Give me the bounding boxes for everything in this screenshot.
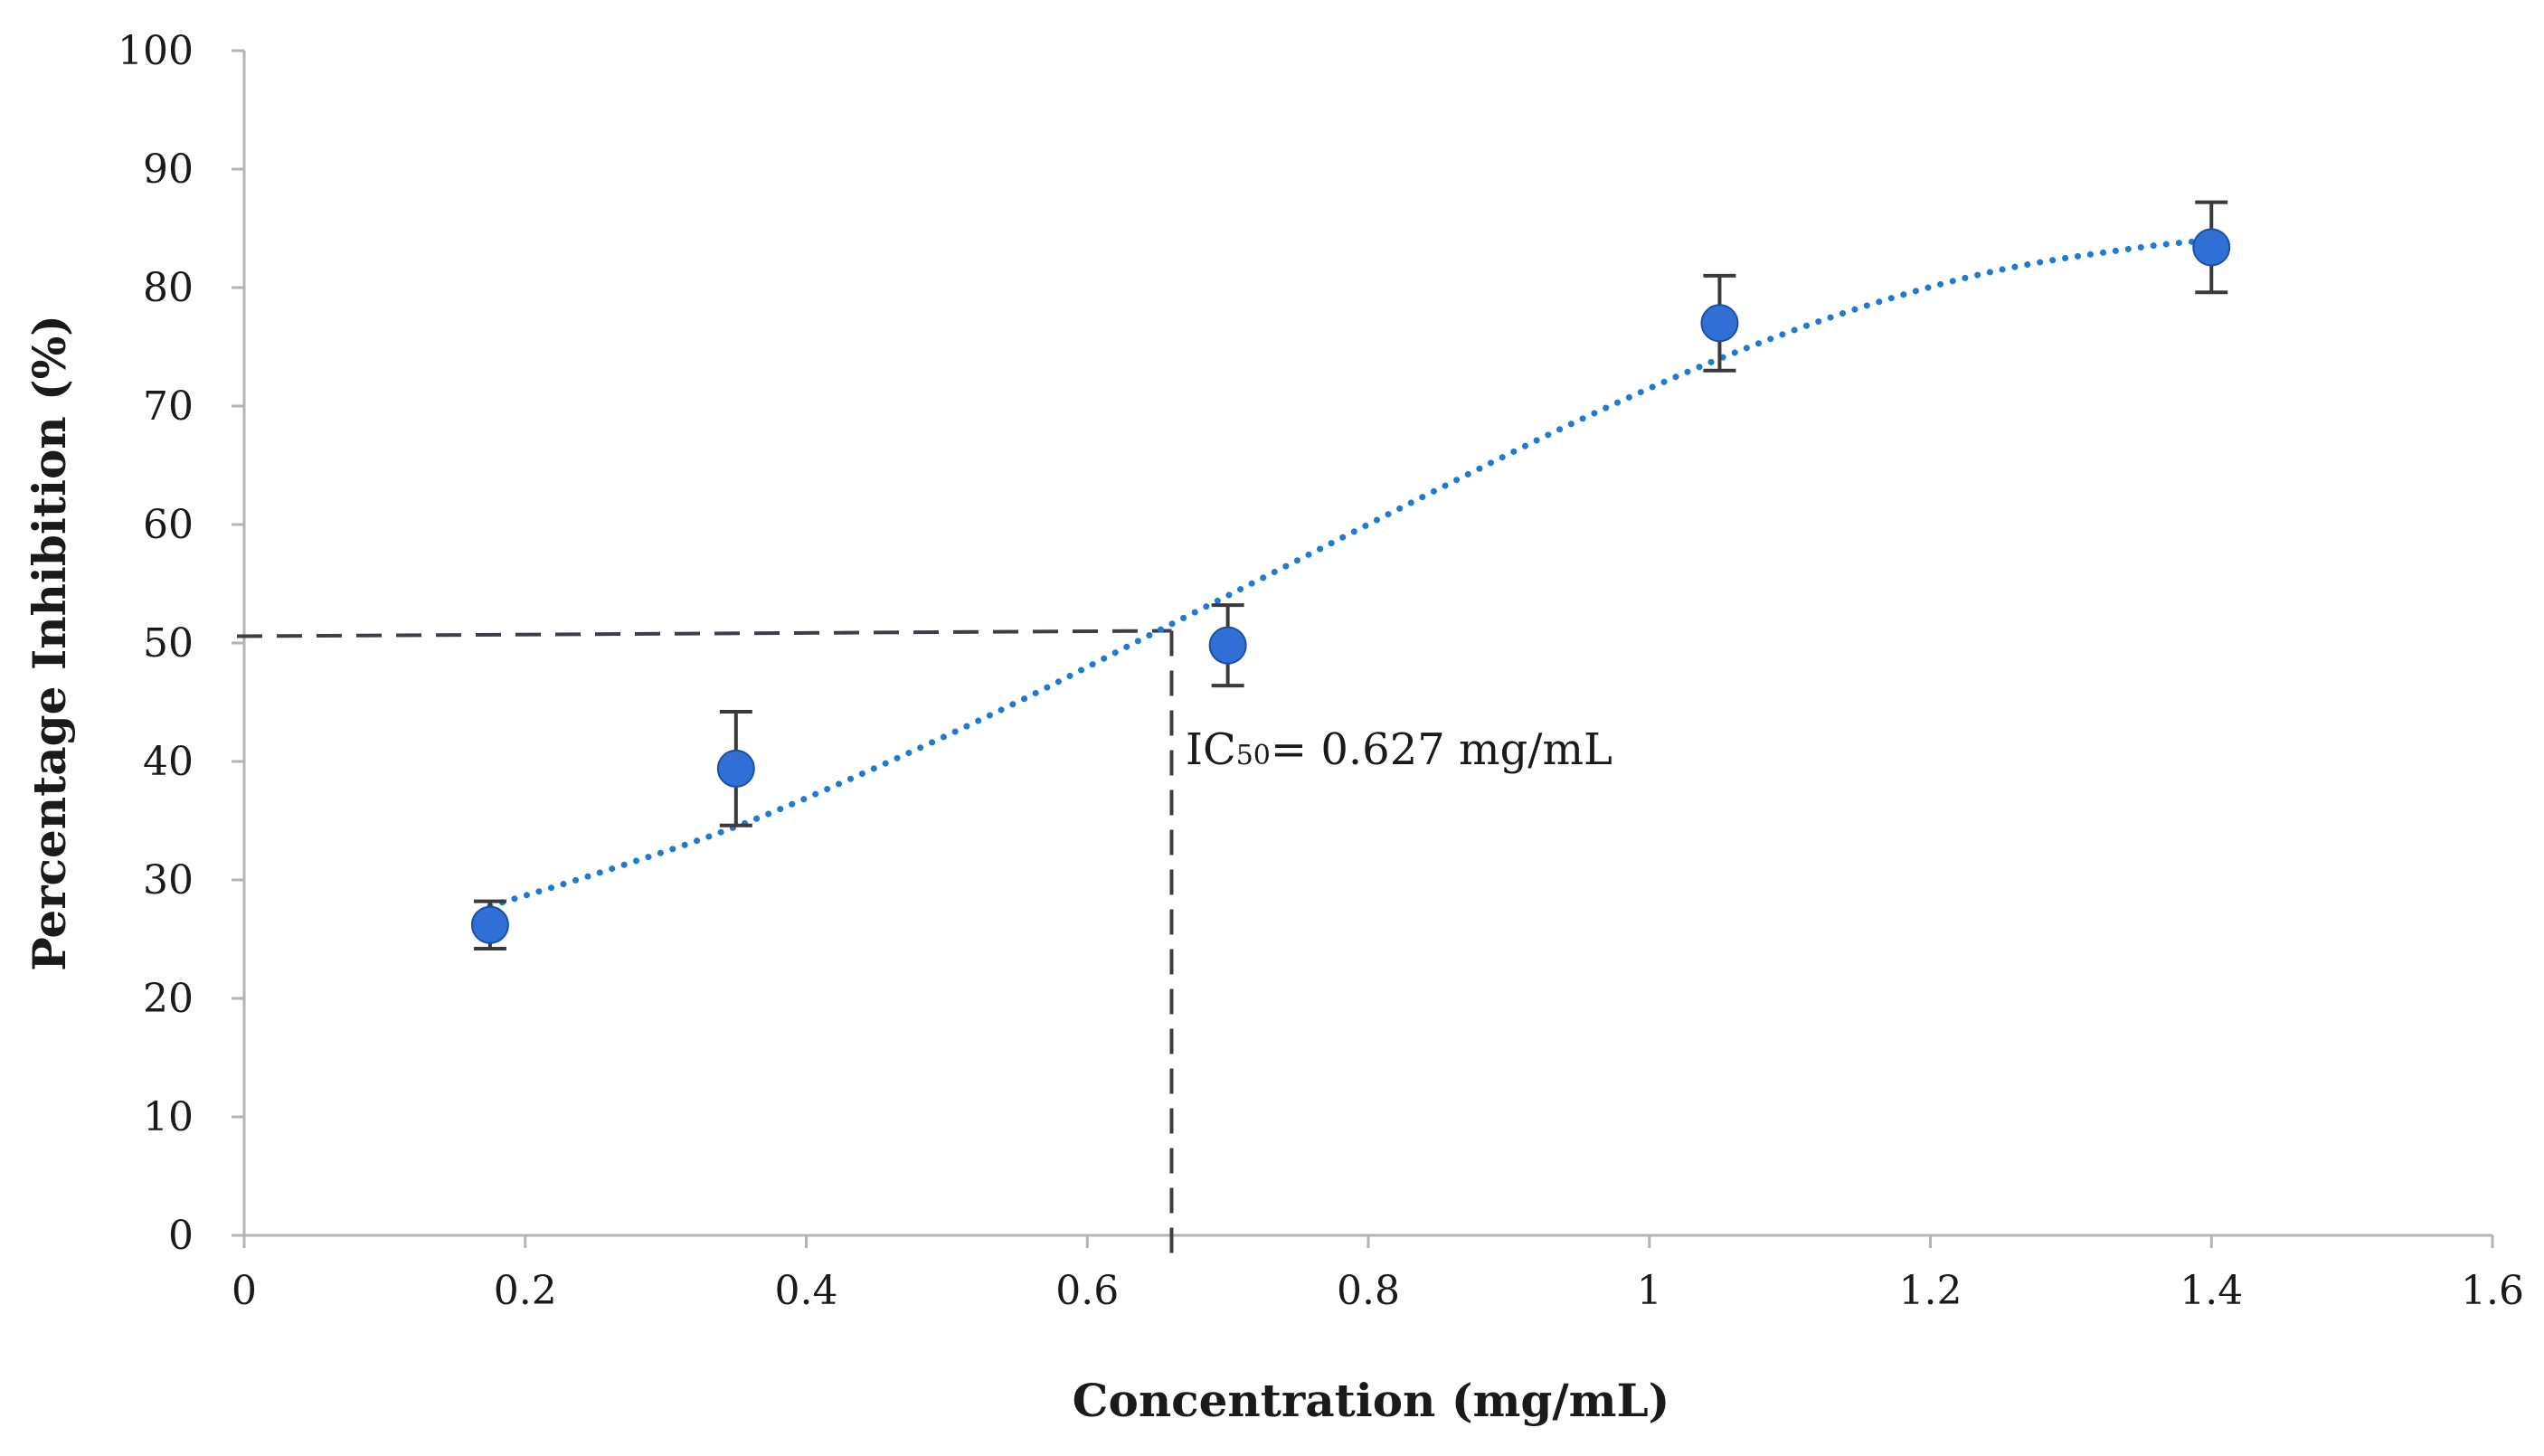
x-tick-label: 0 xyxy=(232,1268,257,1314)
x-tick-label: 0.8 xyxy=(1337,1268,1400,1314)
data-point xyxy=(470,905,509,944)
y-tick-label: 10 xyxy=(143,1094,194,1140)
x-tick-label: 1 xyxy=(1637,1268,1662,1314)
y-tick-label: 60 xyxy=(143,502,194,548)
ic50-annotation: IC50= 0.627 mg/mL xyxy=(1186,724,1612,775)
x-tick-label: 0.6 xyxy=(1055,1268,1119,1314)
y-tick-label: 70 xyxy=(143,383,194,430)
y-tick-label: 0 xyxy=(168,1213,194,1259)
y-tick-label: 100 xyxy=(118,28,194,74)
reference-lines-group xyxy=(236,629,1174,1255)
y-tick-label: 20 xyxy=(143,976,194,1022)
trendline-path xyxy=(487,237,2215,910)
y-tick-label: 40 xyxy=(143,739,194,785)
x-axis-title: Concentration (mg/mL) xyxy=(1073,1374,1670,1427)
data-point xyxy=(716,749,755,788)
x-ticks-group: 0 0.2 0.4 0.6 0.8 1 1.2 1.4 1.6 xyxy=(232,1235,2524,1314)
y-tick-label: 80 xyxy=(143,265,194,311)
y-ticks-group: 0 10 20 30 40 50 60 70 80 90 100 xyxy=(118,28,244,1259)
x-tick-label: 1.2 xyxy=(1899,1268,1962,1314)
points-group xyxy=(470,228,2231,944)
errorbars-group xyxy=(473,200,2228,950)
x-tick-label: 1.6 xyxy=(2461,1268,2524,1314)
y-axis-title: Percentage Inhibition (%) xyxy=(23,315,76,971)
ic50-horizontal-dashed-line xyxy=(236,629,1172,638)
x-tick-label: 0.4 xyxy=(775,1268,838,1314)
axes-group xyxy=(242,51,2492,1237)
x-tick-label: 1.4 xyxy=(2180,1268,2243,1314)
y-tick-label: 90 xyxy=(143,147,194,193)
data-point xyxy=(1208,626,1247,665)
data-point xyxy=(1700,304,1739,343)
y-tick-label: 30 xyxy=(143,857,194,903)
x-tick-label: 0.2 xyxy=(494,1268,557,1314)
y-tick-label: 50 xyxy=(143,620,194,667)
trendline-group xyxy=(487,237,2215,910)
annotations-group: IC50= 0.627 mg/mL xyxy=(1186,724,1612,775)
data-point xyxy=(2192,228,2231,267)
